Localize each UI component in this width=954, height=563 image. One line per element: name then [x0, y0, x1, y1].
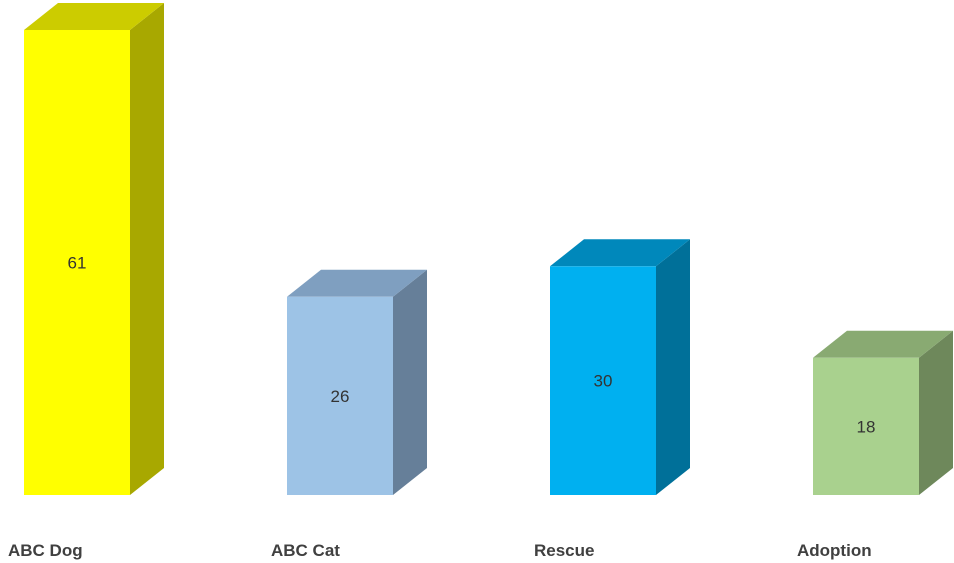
bar-abc-cat	[287, 296, 393, 495]
data-label-rescue: 30	[594, 372, 613, 391]
category-label-abc-cat: ABC Cat	[271, 541, 340, 560]
bar-side-rescue	[656, 239, 690, 495]
bar-side-abc-dog	[130, 3, 164, 495]
bar-side-abc-cat	[393, 269, 427, 495]
category-label-adoption: Adoption	[797, 541, 872, 560]
category-label-rescue: Rescue	[534, 541, 594, 560]
bar-top-adoption	[813, 330, 953, 358]
bar-top-abc-dog	[24, 3, 164, 30]
bar-abc-dog	[24, 30, 130, 495]
bar-adoption	[813, 357, 919, 495]
bar-side-adoption	[919, 330, 953, 495]
data-label-abc-cat: 26	[331, 387, 350, 406]
category-label-abc-dog: ABC Dog	[8, 541, 83, 560]
bar-top-rescue	[550, 239, 690, 267]
data-label-adoption: 18	[857, 417, 876, 436]
bar-top-abc-cat	[287, 269, 427, 297]
data-label-abc-dog: 61	[68, 254, 87, 273]
bar-rescue	[550, 266, 656, 495]
